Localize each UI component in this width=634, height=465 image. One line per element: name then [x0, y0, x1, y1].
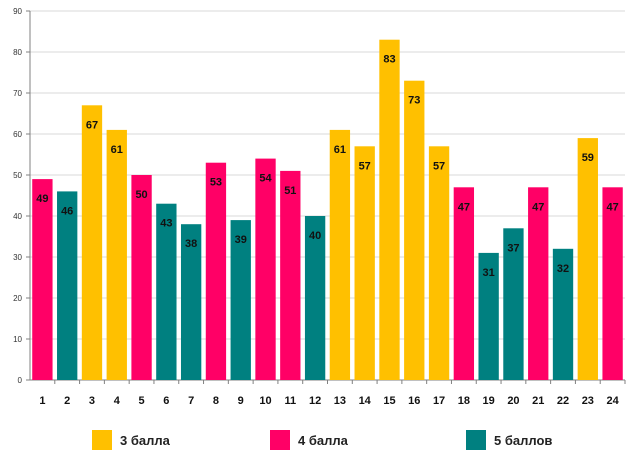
bar-2	[57, 191, 78, 380]
legend-swatch-5-points	[466, 430, 486, 450]
bar-4	[106, 129, 127, 380]
bar-1	[32, 179, 53, 380]
bar-8	[205, 162, 227, 380]
x-tick-label-8: 8	[213, 395, 219, 407]
x-tick-label-12: 12	[309, 395, 321, 407]
bar-5	[131, 175, 152, 380]
y-tick-label-30: 30	[13, 253, 22, 262]
bar-12	[304, 216, 326, 380]
x-tick-label-4: 4	[114, 395, 121, 407]
bar-18	[453, 187, 475, 380]
bar-11	[280, 170, 301, 380]
bar-10	[255, 158, 276, 380]
data-label-23: 59	[582, 152, 594, 164]
bar-17	[428, 146, 450, 380]
y-tick-label-90: 90	[13, 7, 22, 16]
bar-3	[81, 105, 103, 381]
x-tick-label-11: 11	[284, 395, 296, 407]
y-tick-label-40: 40	[13, 212, 22, 221]
bar-13	[329, 129, 351, 380]
y-tick-label-60: 60	[13, 130, 22, 139]
data-label-10: 54	[259, 173, 272, 185]
y-tick-label-10: 10	[13, 335, 22, 344]
data-label-14: 57	[359, 160, 371, 172]
x-tick-label-2: 2	[64, 395, 70, 407]
y-tick-label-80: 80	[13, 48, 22, 57]
x-tick-label-22: 22	[557, 395, 569, 407]
data-label-3: 67	[86, 119, 98, 131]
x-tick-label-21: 21	[532, 395, 544, 407]
x-tick-label-13: 13	[334, 395, 346, 407]
data-label-8: 53	[210, 177, 222, 189]
x-tick-label-18: 18	[458, 395, 470, 407]
data-label-7: 38	[185, 238, 197, 250]
x-tick-label-3: 3	[89, 395, 95, 407]
data-label-13: 61	[334, 144, 346, 156]
x-tick-label-19: 19	[483, 395, 495, 407]
x-tick-label-9: 9	[238, 395, 244, 407]
bar-9	[230, 220, 251, 380]
bar-6	[156, 203, 177, 380]
bar-14	[354, 146, 375, 380]
legend-item-4-points: 4 балла	[270, 430, 348, 450]
data-label-2: 46	[61, 205, 73, 217]
legend-label-3-points: 3 балла	[120, 432, 170, 448]
x-tick-label-10: 10	[259, 395, 271, 407]
data-label-16: 73	[408, 95, 420, 107]
x-tick-label-14: 14	[359, 395, 372, 407]
bar-24	[602, 187, 623, 380]
data-label-9: 39	[235, 234, 247, 246]
legend-item-5-points: 5 баллов	[466, 430, 552, 450]
y-tick-label-50: 50	[13, 171, 22, 180]
x-tick-label-17: 17	[433, 395, 445, 407]
y-tick-label-20: 20	[13, 294, 22, 303]
data-label-18: 47	[458, 201, 470, 213]
x-tick-label-20: 20	[507, 395, 519, 407]
legend-swatch-4-points	[270, 430, 290, 450]
x-tick-label-23: 23	[582, 395, 594, 407]
x-tick-label-24: 24	[606, 395, 619, 407]
data-label-17: 57	[433, 160, 445, 172]
data-label-15: 83	[383, 54, 395, 66]
bar-7	[180, 224, 202, 380]
bar-19	[478, 252, 499, 380]
bar-15	[379, 39, 400, 380]
data-label-20: 37	[507, 242, 519, 254]
bar-16	[404, 80, 425, 380]
data-label-22: 32	[557, 263, 569, 275]
x-tick-label-6: 6	[163, 395, 169, 407]
data-label-21: 47	[532, 201, 544, 213]
data-label-4: 61	[111, 144, 123, 156]
data-label-19: 31	[483, 267, 495, 279]
x-tick-label-1: 1	[39, 395, 45, 407]
bar-20	[503, 228, 524, 380]
data-label-1: 49	[36, 193, 48, 205]
bar-23	[577, 138, 598, 380]
x-tick-label-16: 16	[408, 395, 420, 407]
data-label-12: 40	[309, 230, 321, 242]
x-tick-label-15: 15	[383, 395, 395, 407]
legend-label-4-points: 4 балла	[298, 432, 348, 448]
y-tick-label-70: 70	[13, 89, 22, 98]
bar-chart: 0 10 20 30 40 50 60 70 80 90 49 1 46 2 67 3 61 4 50 5 43 6 38 7…	[13, 7, 626, 407]
legend-label-5-points: 5 баллов	[494, 432, 553, 448]
y-tick-label-0: 0	[18, 376, 23, 385]
legend: 3 балла 4 балла 5 баллов	[0, 426, 634, 462]
data-label-6: 43	[160, 218, 172, 230]
x-tick-label-7: 7	[188, 395, 194, 407]
bar-22	[552, 248, 574, 380]
data-label-5: 50	[135, 189, 147, 201]
x-tick-label-5: 5	[139, 395, 145, 407]
bar-21	[528, 187, 549, 380]
legend-swatch-3-points	[92, 430, 112, 450]
data-label-11: 51	[284, 185, 296, 197]
data-label-24: 47	[606, 201, 618, 213]
legend-item-3-points: 3 балла	[92, 430, 170, 450]
